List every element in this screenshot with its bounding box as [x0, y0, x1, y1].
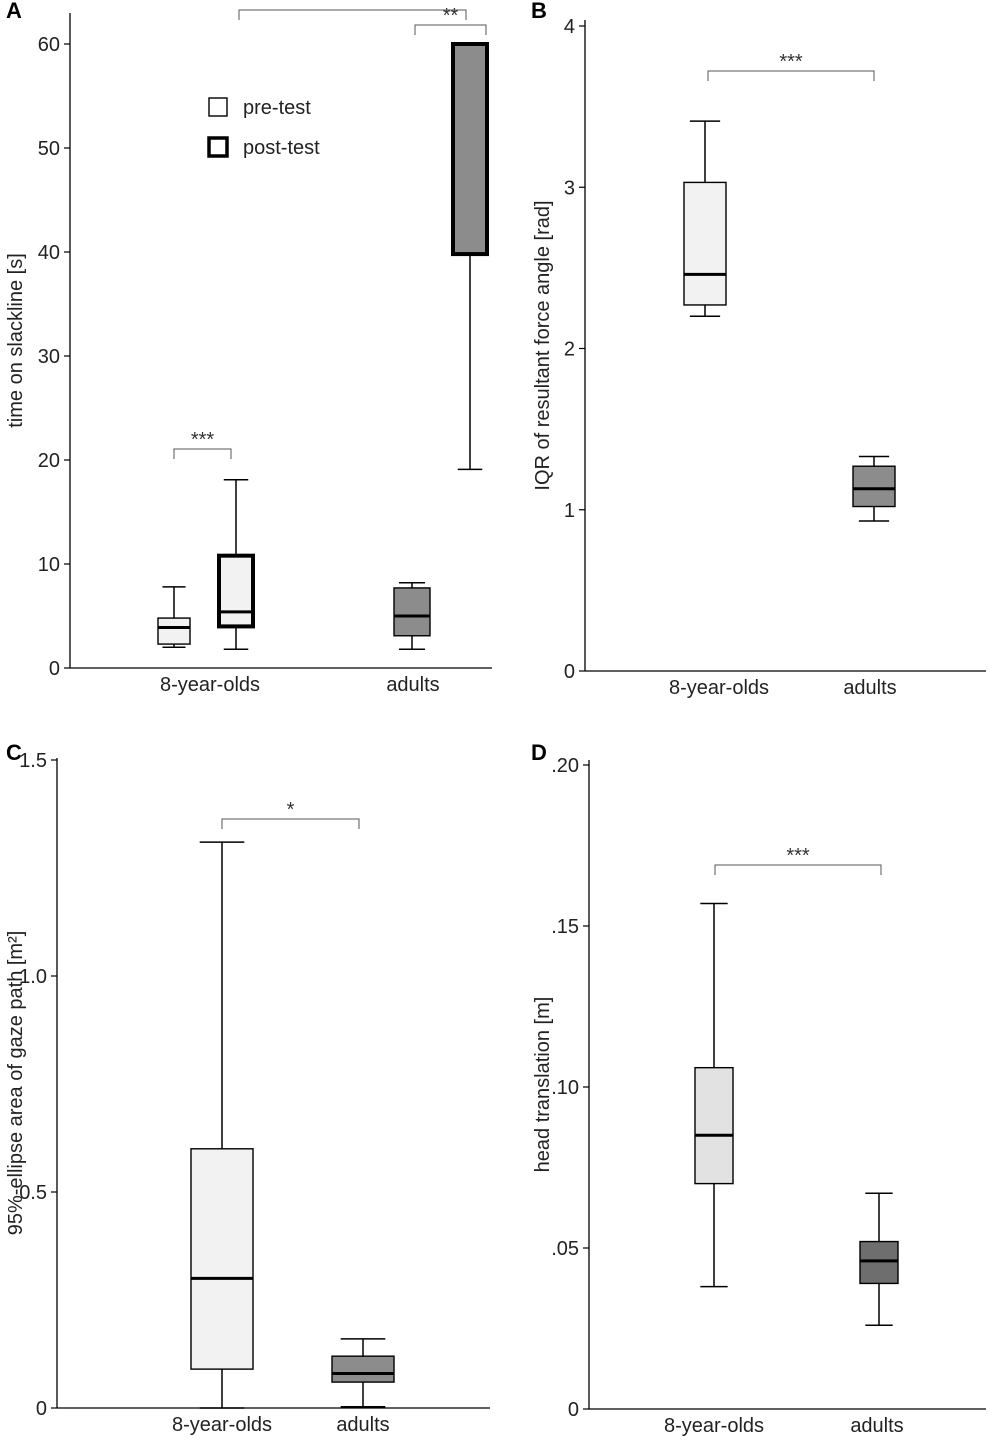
y-tick-label-a: 60 — [38, 34, 60, 56]
box-c-8-year-olds — [190, 1148, 254, 1370]
y-axis-label-c: 95%-ellipse area of gaze path [m²] — [5, 931, 27, 1236]
x-tick-label-a: adults — [386, 674, 439, 696]
x-tick-label-b: adults — [843, 677, 896, 699]
y-tick-label-a: 0 — [49, 658, 60, 680]
panel-label-b: B — [531, 0, 547, 23]
x-tick-label-c: adults — [336, 1414, 389, 1436]
box-c-adults — [331, 1355, 395, 1383]
box-a-adults-pre-test — [393, 587, 431, 637]
y-tick-label-b: 3 — [564, 177, 575, 199]
y-tick-label-c: 0 — [36, 1398, 47, 1420]
sig-bracket-d-stars: *** — [786, 845, 810, 867]
sig-bracket-a-8yo — [173, 448, 232, 459]
x-tick-label-d: adults — [850, 1415, 903, 1437]
sig-bracket-b-stars: *** — [779, 51, 803, 73]
sig-bracket-a-8yo-stars: *** — [191, 429, 215, 451]
box-b-adults — [852, 465, 896, 508]
y-tick-label-d: .10 — [551, 1077, 579, 1099]
y-tick-label-d: .20 — [551, 755, 579, 777]
panel-label-c: C — [6, 740, 22, 765]
x-tick-label-b: 8-year-olds — [669, 677, 769, 699]
y-tick-label-b: 1 — [564, 500, 575, 522]
y-axis-label-a: time on slackline [s] — [5, 253, 27, 428]
x-tick-label-c: 8-year-olds — [172, 1414, 272, 1436]
legend-swatch-pre — [208, 97, 228, 117]
box-a-8-year-olds-post-test — [217, 553, 255, 629]
y-tick-label-d: .05 — [551, 1238, 579, 1260]
box-b-8-year-olds — [683, 181, 727, 306]
sig-bracket-a-adults-stars: ** — [443, 5, 459, 27]
sig-bracket-d — [714, 864, 882, 875]
box-a-8-year-olds-pre-test — [157, 617, 191, 645]
y-tick-label-b: 2 — [564, 339, 575, 361]
y-axis-label-d: head translation [m] — [532, 997, 554, 1173]
x-tick-label-a: 8-year-olds — [160, 674, 260, 696]
y-tick-label-c: 0.5 — [19, 1182, 47, 1204]
box-d-8-year-olds — [694, 1066, 734, 1185]
sig-bracket-c — [221, 818, 360, 829]
legend-label-post: post-test — [243, 137, 320, 159]
y-tick-label-b: 4 — [564, 16, 575, 38]
y-tick-label-d: .15 — [551, 916, 579, 938]
y-tick-label-b: 0 — [564, 661, 575, 683]
y-tick-label-a: 10 — [38, 554, 60, 576]
sig-bracket-b — [707, 70, 875, 81]
x-tick-label-d: 8-year-olds — [664, 1415, 764, 1437]
y-tick-label-a: 40 — [38, 242, 60, 264]
legend-label-pre: pre-test — [243, 97, 311, 119]
sig-bracket-a-post — [238, 9, 467, 20]
y-tick-label-c: 1.0 — [19, 966, 47, 988]
box-d-adults — [859, 1240, 899, 1285]
y-tick-label-c: 1.5 — [19, 750, 47, 772]
sig-bracket-a-post-stars: *** — [341, 0, 365, 12]
box-a-adults-post-test — [451, 42, 489, 257]
y-tick-label-a: 30 — [38, 346, 60, 368]
legend-swatch-post — [207, 136, 229, 158]
sig-bracket-c-stars: * — [287, 799, 295, 821]
y-axis-label-b: IQR of resultant force angle [rad] — [532, 200, 554, 490]
y-tick-label-a: 20 — [38, 450, 60, 472]
panel-label-a: A — [6, 0, 22, 23]
panel-label-d: D — [531, 740, 547, 765]
sig-bracket-a-adults — [414, 24, 487, 35]
y-tick-label-a: 50 — [38, 138, 60, 160]
y-tick-label-d: 0 — [568, 1399, 579, 1421]
